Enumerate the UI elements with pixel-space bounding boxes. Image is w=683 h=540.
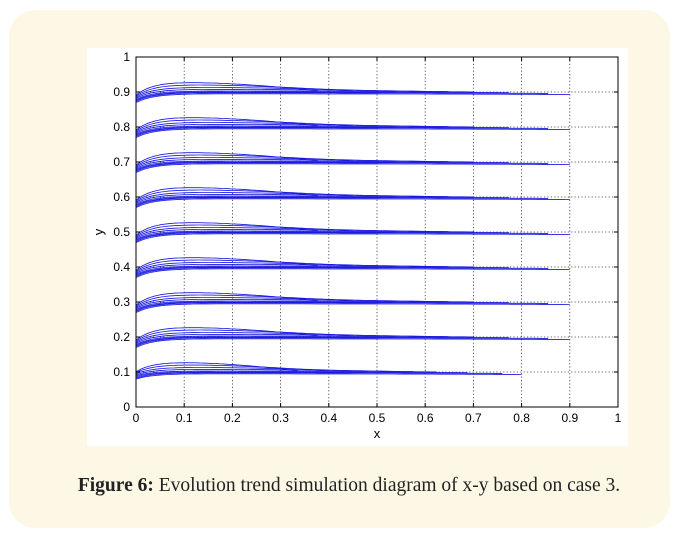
trajectory-line [135, 222, 319, 236]
trajectory-line [135, 233, 570, 243]
x-tick-label: 1 [615, 411, 622, 425]
trajectory-line [135, 158, 449, 169]
y-tick-label: 0.9 [113, 85, 130, 99]
trajectory-line [135, 119, 353, 132]
y-axis-label: y [91, 228, 106, 235]
trajectory-line [135, 198, 570, 208]
y-tick-label: 0 [123, 400, 130, 414]
trajectory-line [135, 91, 510, 101]
trajectory-line [135, 267, 549, 277]
x-tick-label: 0 [133, 411, 140, 425]
x-tick-label: 0.5 [369, 411, 386, 425]
x-tick-label: 0.2 [224, 411, 241, 425]
figure-card: 0 0.1 0.2 0.3 0.4 0.5 0.6 0.7 0.8 0.9 1 0 0.1 0.2 0.3 0… [9, 10, 670, 528]
x-axis-label: x [374, 426, 381, 441]
trajectory-line [135, 228, 449, 239]
trajectory-line [135, 123, 449, 134]
trajectory-line [135, 298, 449, 309]
trajectory-line [135, 88, 449, 99]
trajectory-line [135, 162, 549, 172]
trajectory-line [135, 192, 397, 203]
trajectory-line [135, 297, 397, 308]
trajectory-line [135, 187, 319, 201]
trajectory-line [135, 127, 549, 137]
trajectory-line [135, 93, 570, 103]
trajectory-line [135, 197, 549, 207]
trajectory-line [135, 117, 319, 131]
trajectory-line [135, 87, 397, 98]
trajectory-line [135, 126, 510, 136]
trajectory-line [135, 292, 319, 306]
trajectory-line [135, 257, 319, 271]
y-tick-label: 0.2 [113, 330, 130, 344]
trajectory-line [135, 338, 570, 348]
trajectory-line [135, 294, 353, 307]
trajectory-line [135, 161, 510, 171]
figure-caption: Figure 6: Evolution trend simulation dia… [49, 472, 649, 500]
trajectory-line [135, 92, 549, 102]
trajectory-line [135, 82, 319, 96]
trajectory-line [135, 262, 397, 273]
x-tick-label: 0.3 [272, 411, 289, 425]
trajectory-line [135, 373, 522, 380]
trajectory-line [135, 337, 549, 347]
trajectory-line [135, 336, 510, 346]
trajectory-line [135, 332, 397, 343]
x-tick-label: 0.8 [513, 411, 530, 425]
trajectory-line [135, 227, 397, 238]
trajectory-line [135, 327, 319, 341]
x-tick-label: 0.6 [417, 411, 434, 425]
trajectory-line [135, 232, 549, 242]
trajectory-line [135, 302, 549, 312]
plot-panel: 0 0.1 0.2 0.3 0.4 0.5 0.6 0.7 0.8 0.9 1 0 0.1 0.2 0.3 0… [87, 48, 628, 446]
caption-label: Figure 6: [77, 475, 154, 496]
trajectory-line [135, 128, 570, 138]
trajectory-line [135, 266, 510, 276]
y-tick-label: 0.7 [113, 155, 130, 169]
y-tick-label: 0.6 [113, 190, 130, 204]
y-tick-label: 0.3 [113, 295, 130, 309]
ticks: 0 0.1 0.2 0.3 0.4 0.5 0.6 0.7 0.8 0.9 1 0 0.1 0.2 0.3 0… [113, 50, 621, 425]
trajectory-line [135, 362, 299, 372]
trajectory-line [135, 189, 353, 202]
trajectory-line [135, 372, 503, 379]
y-tick-label: 0.8 [113, 120, 130, 134]
caption-text: Evolution trend simulation diagram of x-… [158, 475, 621, 496]
x-tick-label: 0.1 [176, 411, 193, 425]
trajectory-line [135, 301, 510, 311]
trajectory-line [135, 259, 353, 272]
trajectory-line [135, 231, 510, 241]
trajectory-line [135, 84, 353, 97]
trajectory-line [135, 157, 397, 168]
trajectory-line [135, 163, 570, 173]
trajectory-line [135, 364, 329, 374]
y-tick-label: 0.1 [113, 365, 130, 379]
x-tick-label: 0.7 [465, 411, 482, 425]
trajectory-line [135, 154, 353, 167]
y-tick-label: 0.4 [113, 260, 130, 274]
x-tick-label: 0.4 [320, 411, 337, 425]
trajectory-line [135, 263, 449, 274]
trajectory-line [135, 367, 368, 375]
trajectory-line [135, 122, 397, 133]
trajectory-line [135, 224, 353, 237]
trajectory-line [135, 371, 468, 378]
grid [136, 57, 618, 407]
trajectory-line [135, 268, 570, 278]
trajectory-line [135, 333, 449, 344]
trajectory-curves [135, 82, 570, 380]
y-tick-label: 1 [123, 50, 130, 64]
trajectory-line [135, 303, 570, 313]
trajectory-line [135, 193, 449, 204]
evolution-chart: 0 0.1 0.2 0.3 0.4 0.5 0.6 0.7 0.8 0.9 1 0 0.1 0.2 0.3 0… [91, 50, 622, 441]
trajectory-line [135, 152, 319, 166]
y-tick-label: 0.5 [113, 225, 130, 239]
trajectory-line [135, 196, 510, 206]
trajectory-line [135, 329, 353, 342]
x-tick-label: 0.9 [561, 411, 578, 425]
trajectory-line [135, 368, 414, 376]
